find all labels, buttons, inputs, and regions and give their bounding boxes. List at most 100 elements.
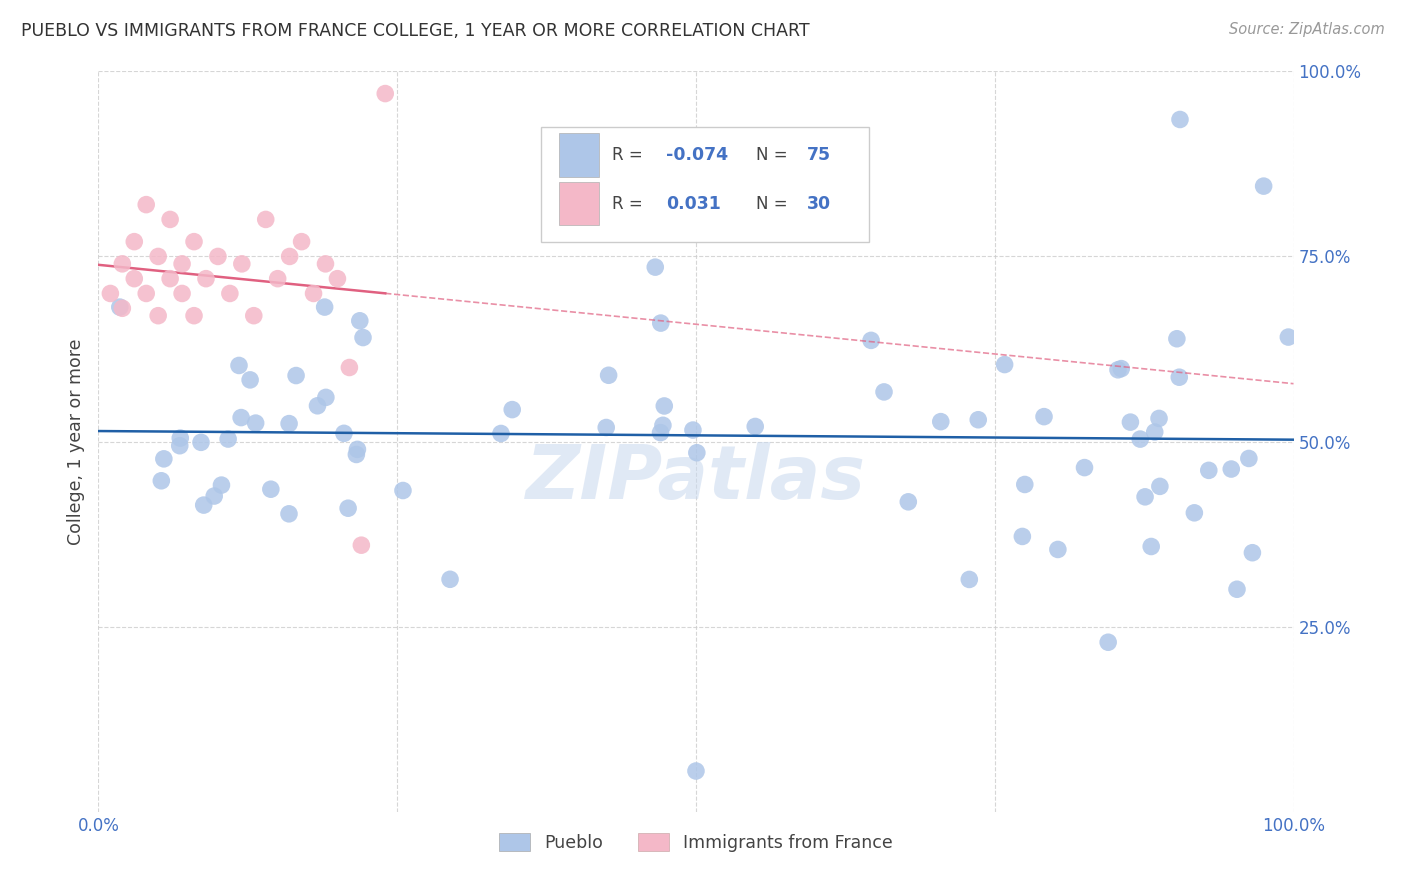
Point [929, 415, 952, 429]
Point [1166, 332, 1188, 346]
Point [211, 478, 233, 492]
Point [326, 271, 349, 285]
Point [291, 235, 314, 249]
FancyBboxPatch shape [558, 134, 599, 178]
Point [1097, 635, 1119, 649]
Point [190, 435, 212, 450]
Text: 75: 75 [807, 146, 831, 164]
Point [183, 235, 205, 249]
Text: N =: N = [756, 194, 793, 212]
Point [1149, 479, 1171, 493]
Text: PUEBLO VS IMMIGRANTS FROM FRANCE COLLEGE, 1 YEAR OR MORE CORRELATION CHART: PUEBLO VS IMMIGRANTS FROM FRANCE COLLEGE… [21, 22, 810, 40]
Point [339, 360, 361, 375]
Point [439, 572, 461, 586]
Point [350, 538, 373, 552]
Point [1129, 432, 1152, 446]
Point [1140, 540, 1163, 554]
Point [1014, 477, 1036, 491]
Point [1119, 415, 1142, 429]
Point [169, 439, 191, 453]
Point [169, 431, 191, 445]
Point [650, 425, 672, 440]
Point [1147, 411, 1170, 425]
Point [860, 334, 883, 348]
Point [957, 573, 980, 587]
Point [652, 399, 675, 413]
Point [1226, 582, 1249, 597]
Point [333, 426, 356, 441]
Point [239, 373, 262, 387]
Point [159, 271, 181, 285]
Point [1073, 460, 1095, 475]
Point [1107, 363, 1129, 377]
Text: N =: N = [756, 146, 793, 164]
Point [302, 286, 325, 301]
Point [1253, 179, 1275, 194]
Point [124, 235, 146, 249]
Point [1168, 112, 1191, 127]
FancyBboxPatch shape [541, 127, 869, 242]
Point [598, 368, 620, 383]
Point [686, 446, 709, 460]
Point [337, 501, 360, 516]
Point [217, 432, 239, 446]
Point [967, 413, 990, 427]
Point [254, 212, 277, 227]
Point [111, 257, 134, 271]
Point [1237, 451, 1260, 466]
Point [108, 300, 131, 314]
Point [1198, 463, 1220, 477]
Text: 30: 30 [807, 194, 831, 212]
Point [285, 368, 308, 383]
Point [1241, 546, 1264, 560]
Point [651, 418, 673, 433]
Point [644, 260, 666, 274]
Point [111, 301, 134, 316]
Point [307, 399, 329, 413]
Point [1168, 370, 1191, 384]
Point [231, 410, 253, 425]
Point [392, 483, 415, 498]
Point [243, 309, 266, 323]
Point [172, 257, 194, 271]
Point [1033, 409, 1056, 424]
Point [1133, 490, 1156, 504]
Point [150, 474, 173, 488]
Point [278, 250, 301, 264]
Point [278, 507, 301, 521]
Point [315, 257, 337, 271]
Point [153, 451, 176, 466]
Point [278, 417, 301, 431]
Text: -0.074: -0.074 [666, 146, 728, 164]
Point [595, 420, 617, 434]
Text: R =: R = [613, 194, 648, 212]
Point [352, 330, 374, 344]
Point [98, 286, 122, 301]
Point [685, 764, 707, 778]
Point [1143, 425, 1166, 439]
Point [314, 300, 336, 314]
Point [650, 316, 672, 330]
Point [897, 495, 920, 509]
Text: 0.031: 0.031 [666, 194, 721, 212]
Point [349, 314, 371, 328]
Point [994, 358, 1017, 372]
Point [148, 250, 170, 264]
Point [193, 498, 215, 512]
Legend: Pueblo, Immigrants from France: Pueblo, Immigrants from France [492, 826, 900, 859]
Text: Source: ZipAtlas.com: Source: ZipAtlas.com [1229, 22, 1385, 37]
Point [374, 87, 396, 101]
Point [1011, 529, 1033, 543]
Point [260, 482, 283, 496]
Point [202, 489, 225, 503]
Point [501, 402, 523, 417]
Point [172, 286, 194, 301]
Text: R =: R = [613, 146, 648, 164]
Point [231, 257, 253, 271]
Point [267, 271, 290, 285]
Point [344, 448, 367, 462]
Point [207, 250, 229, 264]
Point [1277, 330, 1299, 344]
Point [682, 423, 704, 437]
Point [489, 426, 512, 441]
